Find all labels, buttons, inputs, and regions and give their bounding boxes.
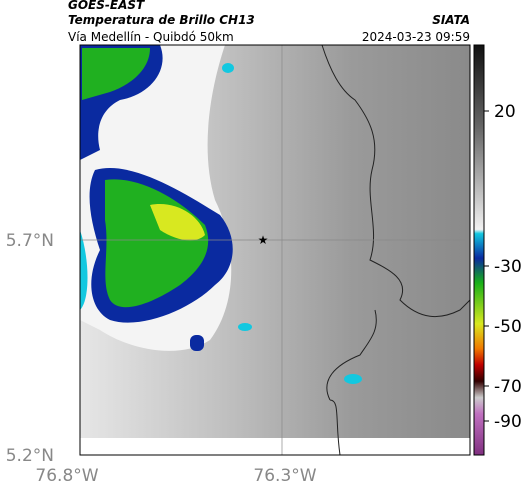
route: Vía Medellín - Quibdó 50km <box>68 30 234 44</box>
map-frame <box>79 44 471 456</box>
colorbar-tick: -30 <box>494 257 522 277</box>
colorbar-tick: -70 <box>494 377 522 397</box>
product: Temperatura de Brillo CH13 <box>68 13 255 27</box>
lat-label: 5.7°N <box>6 231 54 251</box>
lon-label: 76.8°W <box>35 466 98 486</box>
timestamp: 2024-03-23 09:59 <box>362 30 470 44</box>
lon-label: 76.3°W <box>253 466 316 486</box>
colorbar <box>473 44 485 456</box>
colorbar-tick: -50 <box>494 317 522 337</box>
colorbar-tick: -90 <box>494 412 522 432</box>
svg-text:★: ★ <box>258 233 269 247</box>
agency: SIATA <box>432 13 470 27</box>
colorbar-tick: 20 <box>494 102 516 122</box>
satellite-image: ★ <box>80 45 470 455</box>
lat-label: 5.2°N <box>6 446 54 466</box>
source: GOES-EAST <box>68 0 145 12</box>
